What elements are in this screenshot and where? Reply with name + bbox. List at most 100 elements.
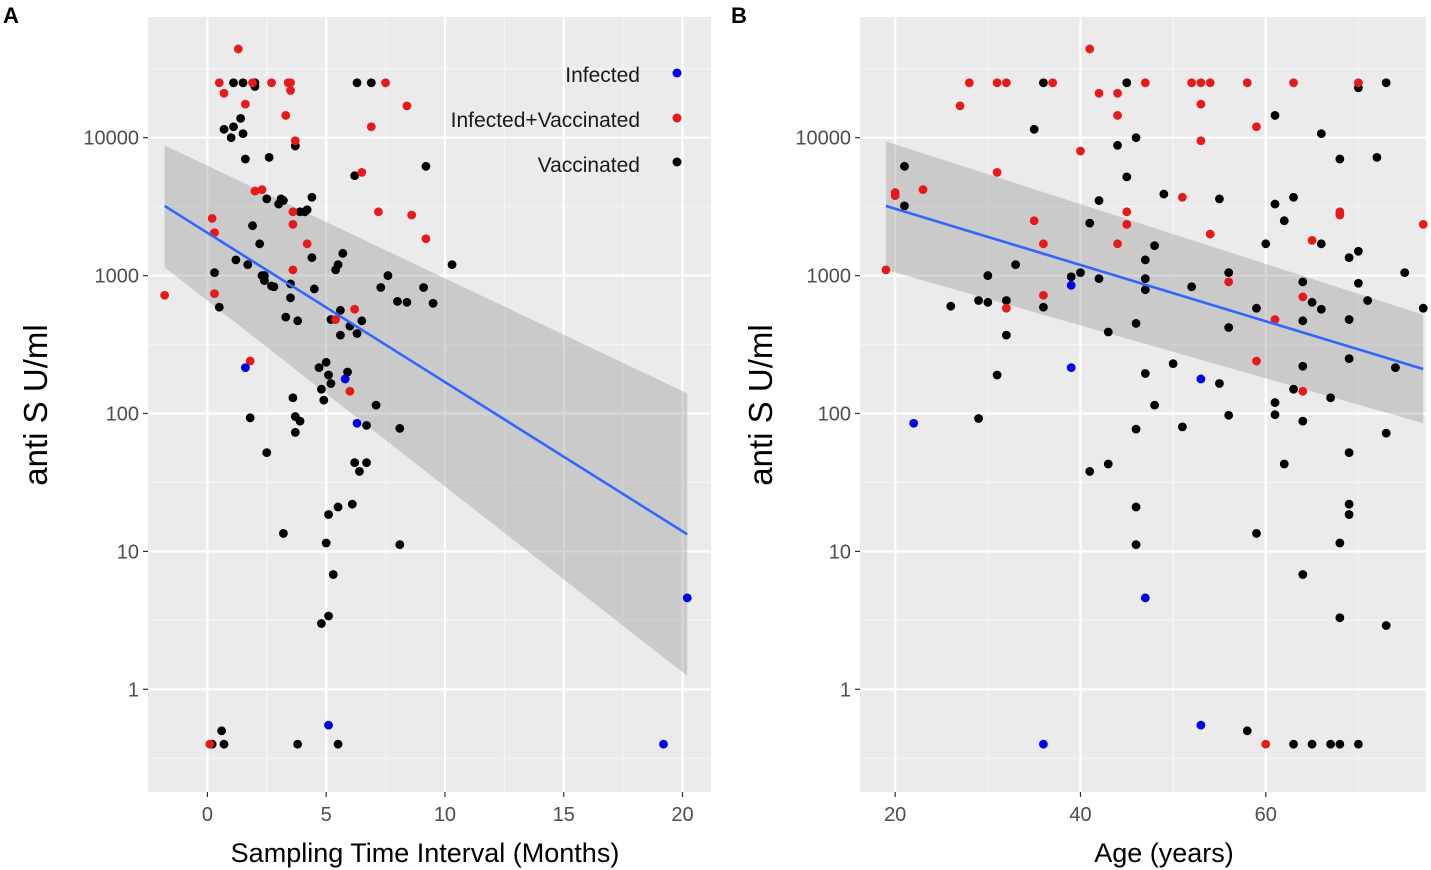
data-point-vaccinated (1316, 129, 1326, 139)
y-tick-label: 1000 (807, 266, 852, 288)
data-point-vaccinated (1094, 196, 1104, 205)
data-point-vaccinated (1344, 315, 1354, 324)
data-point-infected-vaccinated (286, 78, 295, 88)
data-point-infected-vaccinated (1177, 192, 1187, 202)
data-point-vaccinated (1307, 297, 1317, 307)
data-point-vaccinated (355, 467, 364, 476)
legend-key-vaccinated (672, 157, 682, 167)
data-point-vaccinated (1159, 189, 1169, 199)
legend-key-infected-vaccinated (672, 113, 682, 123)
data-point-vaccinated (1001, 296, 1011, 305)
data-point-vaccinated (333, 739, 343, 749)
data-point-vaccinated (357, 316, 367, 326)
data-point-vaccinated (214, 302, 224, 312)
y-tick-label: 1000 (95, 266, 140, 288)
data-point-infected-vaccinated (1252, 356, 1261, 366)
data-point-vaccinated (402, 297, 412, 307)
data-point-vaccinated (1103, 327, 1113, 337)
data-point-vaccinated (324, 370, 333, 380)
data-point-vaccinated (229, 122, 238, 132)
data-point-infected-vaccinated (1252, 122, 1261, 132)
data-point-infected-vaccinated (250, 186, 260, 196)
data-point-vaccinated (383, 271, 393, 280)
data-point-infected-vaccinated (160, 290, 170, 300)
data-point-vaccinated (336, 330, 345, 340)
data-point-vaccinated (317, 619, 326, 628)
data-point-vaccinated (288, 393, 298, 403)
data-point-vaccinated (1140, 274, 1150, 284)
data-point-vaccinated (362, 458, 371, 468)
legend-key-infected (672, 68, 682, 78)
data-point-infected-vaccinated (1270, 315, 1280, 324)
panel-tag-b: B (731, 3, 747, 28)
data-point-infected-vaccinated (1001, 78, 1011, 88)
data-point-vaccinated (338, 248, 348, 258)
data-point-vaccinated (1381, 428, 1391, 438)
data-point-infected-vaccinated (1113, 111, 1122, 120)
data-point-vaccinated (1242, 726, 1252, 736)
data-point-vaccinated (302, 205, 312, 215)
data-point-infected (1140, 593, 1150, 603)
data-point-vaccinated (336, 305, 345, 315)
data-point-infected (1039, 739, 1048, 749)
data-point-infected (1196, 720, 1206, 730)
data-point-vaccinated (1344, 510, 1354, 519)
data-point-infected-vaccinated (955, 101, 965, 111)
data-point-vaccinated (1150, 241, 1159, 250)
x-tick-label: 20 (671, 804, 693, 826)
data-point-vaccinated (1326, 739, 1335, 749)
data-point-vaccinated (321, 357, 331, 367)
data-point-vaccinated (1289, 384, 1298, 394)
data-point-vaccinated (255, 239, 265, 249)
data-point-infected (909, 418, 919, 428)
data-point-vaccinated (231, 255, 241, 265)
data-point-infected-vaccinated (381, 78, 390, 88)
data-point-vaccinated (421, 161, 431, 171)
data-point-infected-vaccinated (1048, 78, 1058, 88)
data-point-vaccinated (1076, 268, 1085, 278)
panel-a-y-axis-title: anti S U/ml (17, 324, 54, 485)
data-point-vaccinated (1400, 268, 1410, 278)
data-point-infected-vaccinated (288, 207, 298, 217)
data-point-infected-vaccinated (1039, 239, 1048, 249)
data-point-infected-vaccinated (1085, 44, 1095, 54)
data-point-infected-vaccinated (210, 289, 219, 299)
data-point-vaccinated (1372, 152, 1382, 162)
data-point-infected (240, 363, 250, 373)
data-point-vaccinated (319, 395, 329, 405)
data-point-vaccinated (217, 726, 227, 736)
data-point-infected-vaccinated (1113, 88, 1122, 98)
data-point-infected-vaccinated (233, 44, 243, 54)
panel-a-regression-line (163, 204, 688, 536)
legend: Infected Infected+Vaccinated Vaccinated (451, 64, 682, 177)
data-point-infected-vaccinated (331, 315, 341, 324)
data-point-vaccinated (347, 499, 357, 509)
data-point-infected-vaccinated (357, 168, 367, 177)
data-point-infected-vaccinated (402, 101, 412, 111)
data-point-vaccinated (295, 416, 305, 426)
panel-a-gridlines (148, 17, 711, 792)
data-point-infected-vaccinated (1196, 78, 1206, 88)
data-point-vaccinated (395, 423, 405, 433)
data-point-infected-vaccinated (245, 356, 255, 366)
data-point-vaccinated (1224, 410, 1234, 420)
data-point-vaccinated (1270, 111, 1280, 120)
data-point-infected-vaccinated (1196, 99, 1206, 109)
data-point-vaccinated (1122, 172, 1132, 182)
data-point-vaccinated (293, 316, 303, 326)
data-point-vaccinated (238, 78, 248, 88)
data-point-vaccinated (240, 154, 250, 164)
data-point-infected-vaccinated (1094, 88, 1104, 98)
data-point-infected-vaccinated (1187, 78, 1197, 88)
data-point-vaccinated (1039, 78, 1048, 88)
data-point-vaccinated (307, 192, 317, 202)
data-point-vaccinated (1140, 255, 1150, 265)
data-point-infected (1196, 374, 1206, 384)
data-point-infected-vaccinated (1113, 239, 1122, 249)
data-point-vaccinated (1344, 253, 1354, 263)
data-point-vaccinated (262, 194, 272, 204)
data-point-infected-vaccinated (302, 239, 312, 249)
data-point-vaccinated (293, 739, 303, 749)
data-point-vaccinated (1215, 194, 1224, 204)
panel-b-x-axis-title: Age (years) (1094, 838, 1234, 868)
